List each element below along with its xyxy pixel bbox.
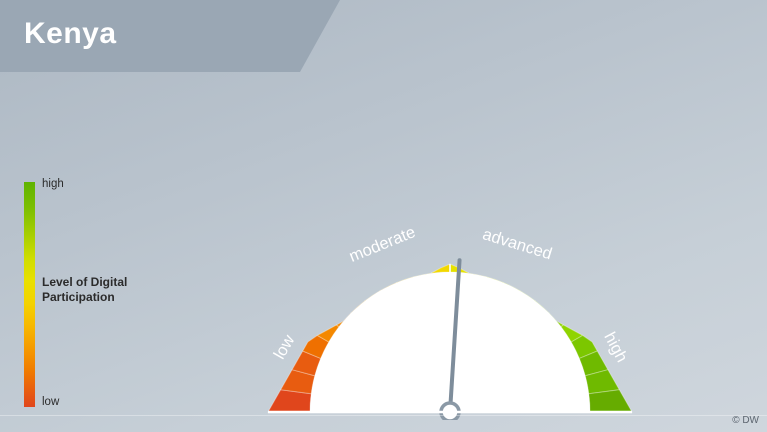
gauge-segment-label: advanced (480, 225, 554, 263)
legend-low-label: low (42, 396, 60, 408)
gauge-svg: low moderate advanced high (267, 223, 633, 420)
bottom-divider (0, 415, 767, 416)
legend-high-label: high (42, 178, 64, 190)
gauge-segment-label: high (600, 329, 631, 365)
page-title: Kenya (24, 17, 117, 50)
gauge-inner-disc (310, 272, 590, 412)
legend: high low Level of Digital Participation (24, 178, 154, 408)
gauge-segment (302, 334, 330, 360)
legend-caption: Level of Digital Participation (42, 275, 128, 304)
title-banner (0, 0, 340, 72)
gauge-segment (588, 389, 633, 413)
legend-color-bar (24, 182, 35, 407)
copyright-credit: © DW (732, 415, 759, 426)
gauge-chart: low moderate advanced high (150, 120, 750, 420)
gauge-segment (316, 324, 340, 343)
gauge-segment (560, 324, 584, 343)
gauge-segment-label: low (270, 332, 298, 363)
gauge-segment (431, 263, 451, 274)
gauge-segment (570, 334, 598, 360)
gauge-segment-label: moderate (347, 223, 418, 266)
